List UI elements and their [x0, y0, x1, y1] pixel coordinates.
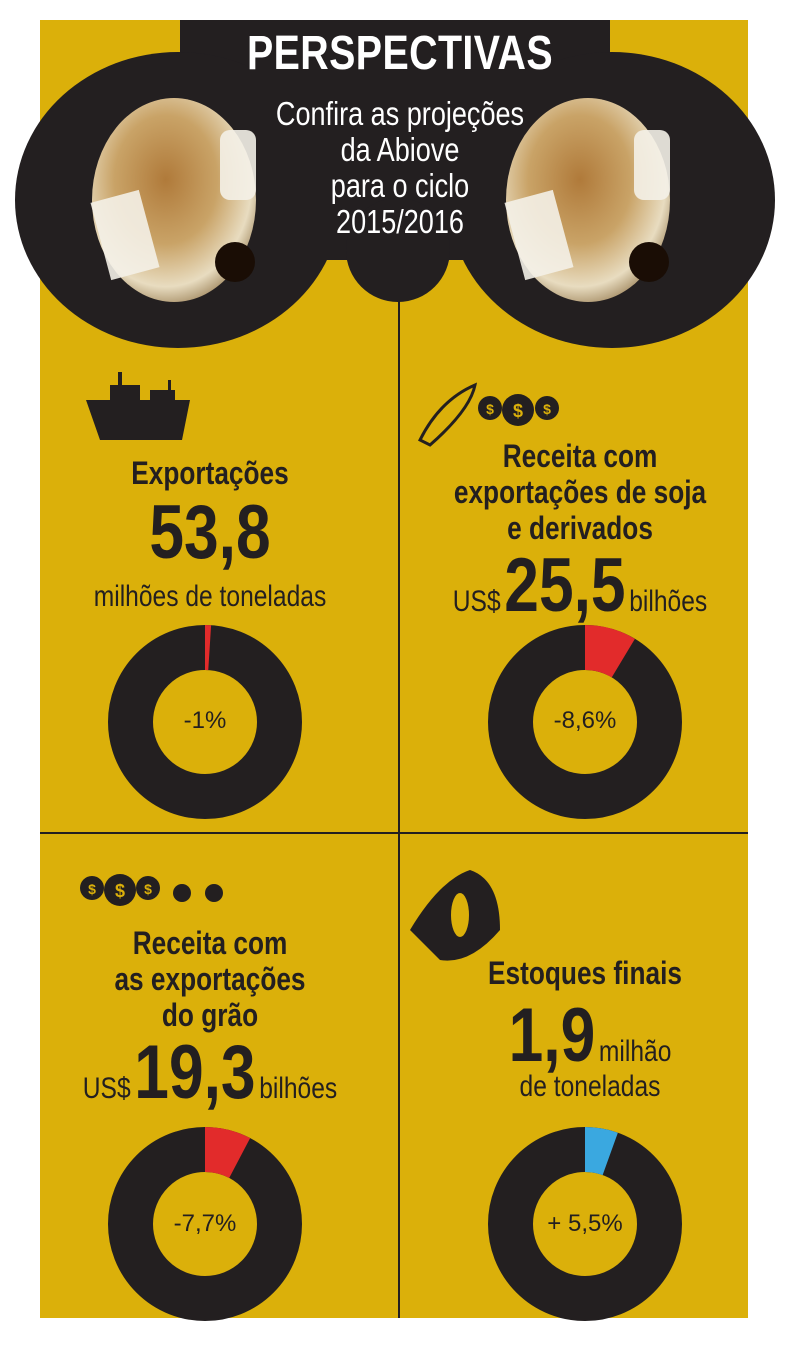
svg-text:$: $ [513, 401, 523, 421]
change-label: -7,7% [173, 1210, 237, 1237]
card-title: Receita com as exportações do grão [79, 925, 341, 1033]
page-subtitle: Confira as projeções da Abiove para o ci… [252, 96, 547, 240]
change-label: -8,6% [553, 707, 617, 734]
card-value-row: 1,9 milhão [467, 998, 713, 1074]
money-bags-icon: $ $ $ [80, 874, 223, 906]
card-title-line: as exportações [114, 961, 306, 997]
change-label: -1% [183, 707, 227, 734]
card-prefix: US$ [452, 585, 501, 618]
money-bags-icon: $ $ $ [417, 382, 559, 447]
donut-change-segment [585, 625, 635, 678]
svg-text:$: $ [115, 881, 125, 901]
card-value: 19,3 [134, 1030, 256, 1115]
card-title-line: Receita com [502, 438, 658, 474]
subtitle-line: da Abiove [340, 131, 460, 168]
card-value-row: US$ 25,5 bilhões [432, 548, 727, 624]
svg-text:$: $ [486, 401, 494, 417]
card-unit: bilhões [629, 585, 708, 618]
sack-icon [410, 870, 500, 961]
card-value: 53,8 [149, 490, 271, 575]
card-value-row: US$ 19,3 bilhões [62, 1035, 357, 1111]
card-title-line: exportações de soja [453, 474, 707, 510]
svg-text:$: $ [144, 881, 152, 897]
card-title: Exportações [131, 455, 289, 491]
donut-change-segment [205, 625, 212, 671]
donut-change-segment [585, 1127, 618, 1176]
subtitle-line: para o ciclo [330, 167, 470, 204]
card-unit: milhões de toneladas [93, 580, 327, 613]
card-title: Receita com exportações de soja e deriva… [441, 438, 720, 546]
svg-text:$: $ [88, 881, 96, 897]
svg-text:$: $ [543, 401, 551, 417]
card-unit: bilhões [259, 1072, 338, 1105]
card-title-line: do grão [161, 997, 259, 1033]
card-unit: milhão [598, 1035, 672, 1068]
ship-icon [86, 372, 190, 440]
card-value: 25,5 [504, 543, 626, 628]
page-title: PERSPECTIVAS [246, 27, 554, 80]
change-label: + 5,5% [547, 1210, 623, 1237]
subtitle-line: 2015/2016 [336, 203, 464, 240]
card-title-line: Receita com [132, 925, 288, 961]
card-value: 1,9 [508, 993, 596, 1078]
card-unit-line2: de toneladas [519, 1070, 661, 1103]
card-prefix: US$ [82, 1072, 131, 1105]
donut-change-segment [205, 1127, 251, 1178]
card-title-line: e derivados [507, 510, 653, 546]
subtitle-line: Confira as projeções [275, 95, 525, 132]
card-title: Estoques finais [488, 955, 682, 991]
